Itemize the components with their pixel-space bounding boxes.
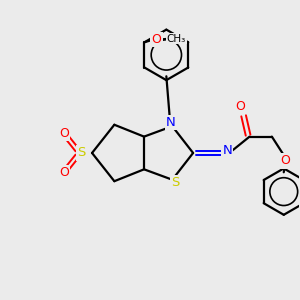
Text: S: S <box>77 146 86 160</box>
Text: O: O <box>152 33 161 46</box>
Text: O: O <box>280 154 290 167</box>
Text: CH₃: CH₃ <box>167 34 186 44</box>
Text: N: N <box>222 143 232 157</box>
Text: S: S <box>171 176 179 189</box>
Text: O: O <box>59 127 69 140</box>
Text: N: N <box>166 116 176 129</box>
Text: O: O <box>59 166 69 179</box>
Text: O: O <box>236 100 246 113</box>
